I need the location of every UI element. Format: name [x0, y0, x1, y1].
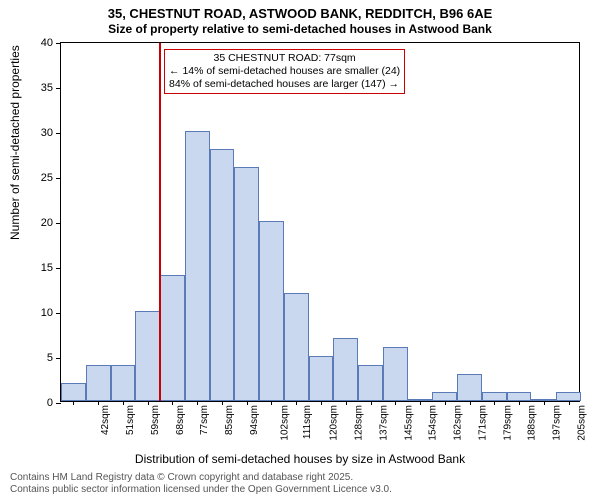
x-tick: [569, 401, 570, 405]
annotation-line: ← 14% of semi-detached houses are smalle…: [169, 65, 400, 78]
y-tick-label: 20: [41, 217, 61, 229]
x-tick: [123, 401, 124, 405]
annotation-box: 35 CHESTNUT ROAD: 77sqm← 14% of semi-det…: [164, 49, 405, 94]
x-tick: [420, 401, 421, 405]
x-tick-label: 102sqm: [279, 405, 290, 441]
x-tick: [445, 401, 446, 405]
attribution-line: Contains public sector information licen…: [10, 484, 392, 496]
x-tick-label: 51sqm: [125, 405, 136, 435]
x-tick-label: 179sqm: [502, 405, 513, 441]
x-tick-label: 68sqm: [175, 405, 186, 435]
x-tick-label: 154sqm: [428, 405, 439, 441]
x-tick-label: 162sqm: [453, 405, 464, 441]
x-tick: [172, 401, 173, 405]
x-tick-label: 59sqm: [150, 405, 161, 435]
x-tick-label: 197sqm: [552, 405, 563, 441]
x-axis-label: Distribution of semi-detached houses by …: [0, 452, 600, 466]
x-tick-label: 128sqm: [354, 405, 365, 441]
x-tick: [346, 401, 347, 405]
x-tick-label: 94sqm: [249, 405, 260, 435]
histogram-bar: [556, 392, 581, 401]
x-tick: [494, 401, 495, 405]
x-tick: [544, 401, 545, 405]
histogram-bar: [482, 392, 507, 401]
histogram-bar: [333, 338, 358, 401]
histogram-bar: [210, 149, 235, 401]
y-tick-label: 15: [41, 262, 61, 274]
attribution-text: Contains HM Land Registry data © Crown c…: [10, 472, 392, 496]
histogram-bar: [61, 383, 86, 401]
histogram-bar: [309, 356, 334, 401]
chart-subtitle: Size of property relative to semi-detach…: [0, 22, 600, 36]
histogram-bar: [234, 167, 259, 401]
histogram-bar: [457, 374, 482, 401]
x-tick-label: 188sqm: [527, 405, 538, 441]
annotation-title: 35 CHESTNUT ROAD: 77sqm: [169, 52, 400, 65]
histogram-bar: [383, 347, 408, 401]
x-tick-label: 205sqm: [576, 405, 587, 441]
x-tick-label: 120sqm: [329, 405, 340, 441]
y-tick-label: 35: [41, 82, 61, 94]
y-tick-label: 0: [47, 397, 61, 409]
x-tick: [519, 401, 520, 405]
x-tick: [470, 401, 471, 405]
x-tick: [247, 401, 248, 405]
histogram-bar: [185, 131, 210, 401]
x-tick-label: 85sqm: [224, 405, 235, 435]
x-tick-label: 145sqm: [403, 405, 414, 441]
x-tick-label: 77sqm: [199, 405, 210, 435]
y-tick-label: 40: [41, 37, 61, 49]
plot-area: 051015202530354042sqm51sqm59sqm68sqm77sq…: [60, 42, 580, 402]
x-tick: [98, 401, 99, 405]
x-tick: [197, 401, 198, 405]
annotation-line: 84% of semi-detached houses are larger (…: [169, 78, 400, 91]
y-tick-label: 5: [47, 352, 61, 364]
chart-container: 35, CHESTNUT ROAD, ASTWOOD BANK, REDDITC…: [0, 0, 600, 500]
x-tick: [371, 401, 372, 405]
y-tick-label: 25: [41, 172, 61, 184]
x-tick: [222, 401, 223, 405]
x-tick: [271, 401, 272, 405]
histogram-bar: [111, 365, 136, 401]
chart-title: 35, CHESTNUT ROAD, ASTWOOD BANK, REDDITC…: [0, 6, 600, 21]
x-tick-label: 42sqm: [100, 405, 111, 435]
histogram-bar: [432, 392, 457, 401]
histogram-bar: [160, 275, 185, 401]
attribution-line: Contains HM Land Registry data © Crown c…: [10, 472, 392, 484]
x-tick: [321, 401, 322, 405]
reference-line: [159, 43, 161, 401]
histogram-bar: [259, 221, 284, 401]
x-tick: [148, 401, 149, 405]
histogram-bar: [284, 293, 309, 401]
x-tick: [73, 401, 74, 405]
x-tick-label: 111sqm: [303, 405, 314, 439]
x-tick: [395, 401, 396, 405]
x-tick: [296, 401, 297, 405]
histogram-bar: [86, 365, 111, 401]
y-axis-label: Number of semi-detached properties: [8, 45, 22, 240]
histogram-bar: [507, 392, 532, 401]
y-tick-label: 30: [41, 127, 61, 139]
histogram-bar: [135, 311, 160, 401]
y-tick-label: 10: [41, 307, 61, 319]
x-tick-label: 171sqm: [477, 405, 488, 441]
histogram-bar: [358, 365, 383, 401]
x-tick-label: 137sqm: [378, 405, 389, 441]
